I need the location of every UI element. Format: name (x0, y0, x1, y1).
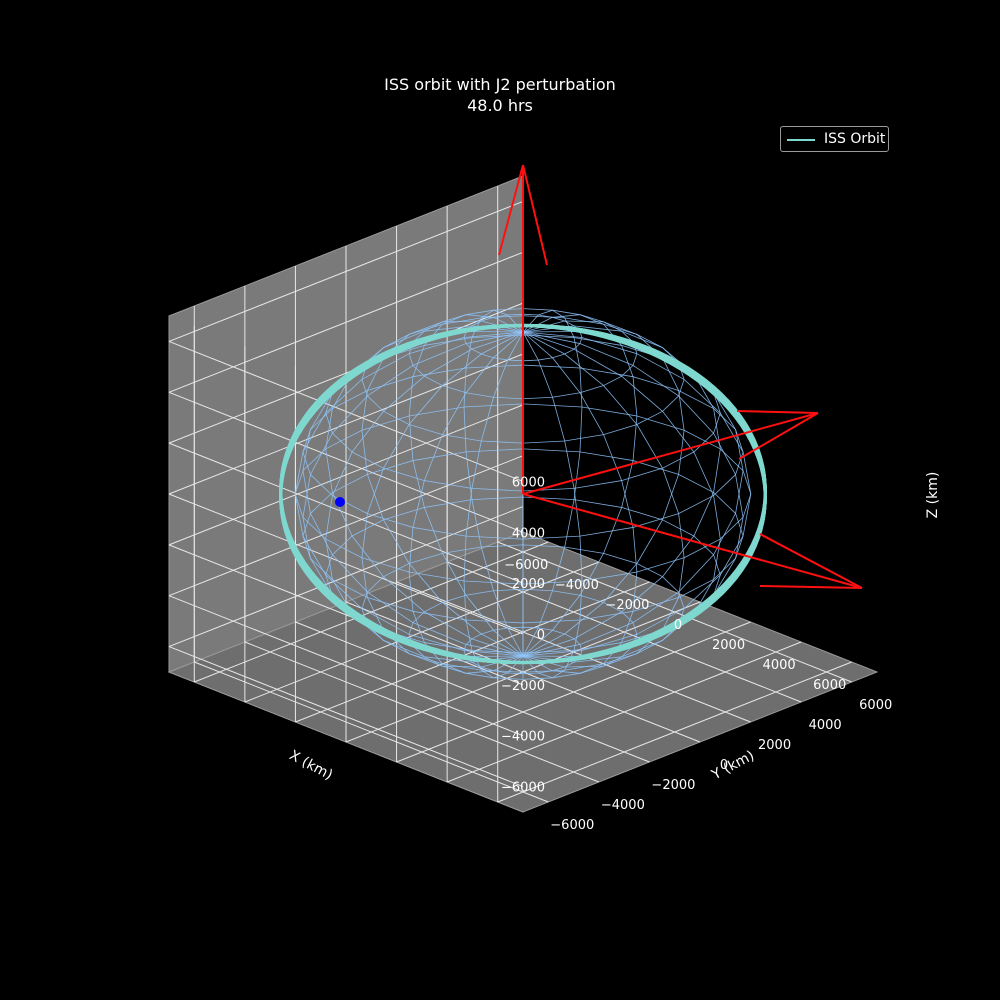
sphere-longitude-line (361, 320, 524, 657)
x-tick-label: −6000 (504, 558, 548, 573)
y-axis-label: Y (km) (708, 748, 757, 784)
x-tick-label: 2000 (712, 638, 745, 653)
y-frame-arrow (522, 412, 819, 495)
x-tick-label: −4000 (555, 578, 599, 593)
z-tick-label: 2000 (512, 577, 545, 592)
sphere-longitude-line (408, 331, 524, 674)
sphere-longitude-line (522, 314, 638, 657)
y-tick-label: 0 (720, 758, 728, 773)
x-tick-label: 6000 (813, 678, 846, 693)
y-tick-label: 6000 (859, 698, 892, 713)
y-frame-arrow-head-a (736, 410, 819, 414)
y-tick-label: −6000 (550, 818, 594, 833)
x-tick-label: 4000 (763, 658, 796, 673)
x-frame-arrow (522, 493, 863, 589)
sphere-longitude-line (522, 331, 638, 674)
x-frame-arrow-head-b (759, 585, 863, 589)
z-tick-label: 4000 (512, 526, 545, 541)
sphere-longitude-line (522, 331, 721, 663)
grid-line-floor-y (194, 661, 549, 803)
x-frame-arrow-head-a (759, 533, 863, 589)
iss-position-marker-group (335, 497, 345, 507)
sphere-longitude-line (325, 331, 524, 663)
sphere-longitude-line (522, 309, 583, 657)
z-tick-label: 0 (537, 628, 545, 643)
grid-line-floor-y (295, 621, 650, 763)
y-tick-label: 4000 (809, 718, 842, 733)
orbit-ring (279, 323, 767, 665)
iss-orbit-series (279, 323, 767, 665)
frame-axes-arrows (498, 164, 863, 589)
grid-line-floor-x (497, 661, 852, 803)
chart-subtitle: 48.0 hrs (467, 96, 533, 115)
sphere-longitude-line (408, 314, 524, 657)
chart-title: ISS orbit with J2 perturbation (384, 75, 616, 94)
z-frame-arrow-head-b (522, 164, 548, 266)
grid-line-floor-x (396, 621, 751, 763)
grid-line-right-z (168, 493, 524, 635)
grid-line-right-z (168, 442, 524, 584)
grid-line-left-z (168, 251, 524, 393)
grid-line-left-z (168, 200, 524, 342)
z-tick-label: −6000 (501, 781, 545, 796)
z-tick-label: 6000 (512, 475, 545, 490)
sphere-longitude-line (522, 331, 685, 668)
grid-line-floor-x (446, 641, 802, 783)
sphere-longitude-line (325, 325, 524, 657)
sphere-longitude-line (361, 331, 524, 668)
grid-line-right-z (168, 340, 524, 482)
x-tick-label: 0 (674, 618, 682, 633)
sphere-longitude-line (294, 331, 524, 657)
z-tick-label: −4000 (501, 730, 545, 745)
y-frame-arrow-head-b (738, 412, 819, 460)
x-axis-label: X (km) (286, 747, 335, 783)
sphere-longitude-line (522, 331, 752, 657)
z-axis-label: Z (km) (925, 472, 941, 519)
legend-label: ISS Orbit (824, 131, 886, 147)
grid-line-right-z (168, 391, 524, 533)
y-tick-label: 2000 (758, 738, 791, 753)
sphere-longitude-line (522, 331, 583, 679)
y-tick-label: −4000 (601, 798, 645, 813)
sphere-longitude-line (522, 325, 721, 657)
z-frame-arrow-head-a (498, 164, 524, 256)
earth-wireframe (294, 308, 752, 680)
grid-lines (168, 186, 852, 803)
iss-position-marker (335, 497, 345, 507)
legend: ISS Orbit (780, 126, 889, 152)
sphere-longitude-line (463, 331, 524, 679)
tick-labels: −6000 −4000 −2000 0 2000 4000 6000 −6000 −4000 −2… (501, 475, 892, 833)
z-tick-label: −2000 (501, 679, 545, 694)
x-tick-label: −2000 (605, 598, 649, 613)
legend-line-swatch (787, 139, 815, 141)
sphere-longitude-line (522, 320, 685, 657)
y-tick-label: −2000 (651, 778, 695, 793)
grid-line-floor-y (244, 641, 600, 783)
sphere-longitude-line (463, 309, 524, 657)
